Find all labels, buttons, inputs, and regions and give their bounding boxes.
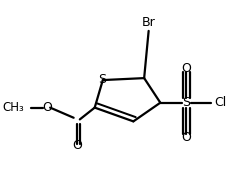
Text: S: S — [98, 73, 106, 86]
Text: O: O — [181, 62, 191, 75]
Text: O: O — [42, 101, 52, 114]
Text: Br: Br — [142, 16, 155, 29]
Text: CH₃: CH₃ — [3, 101, 24, 114]
Text: Cl: Cl — [214, 96, 227, 109]
Text: O: O — [181, 131, 191, 144]
Text: S: S — [182, 96, 190, 109]
Text: O: O — [72, 139, 82, 152]
